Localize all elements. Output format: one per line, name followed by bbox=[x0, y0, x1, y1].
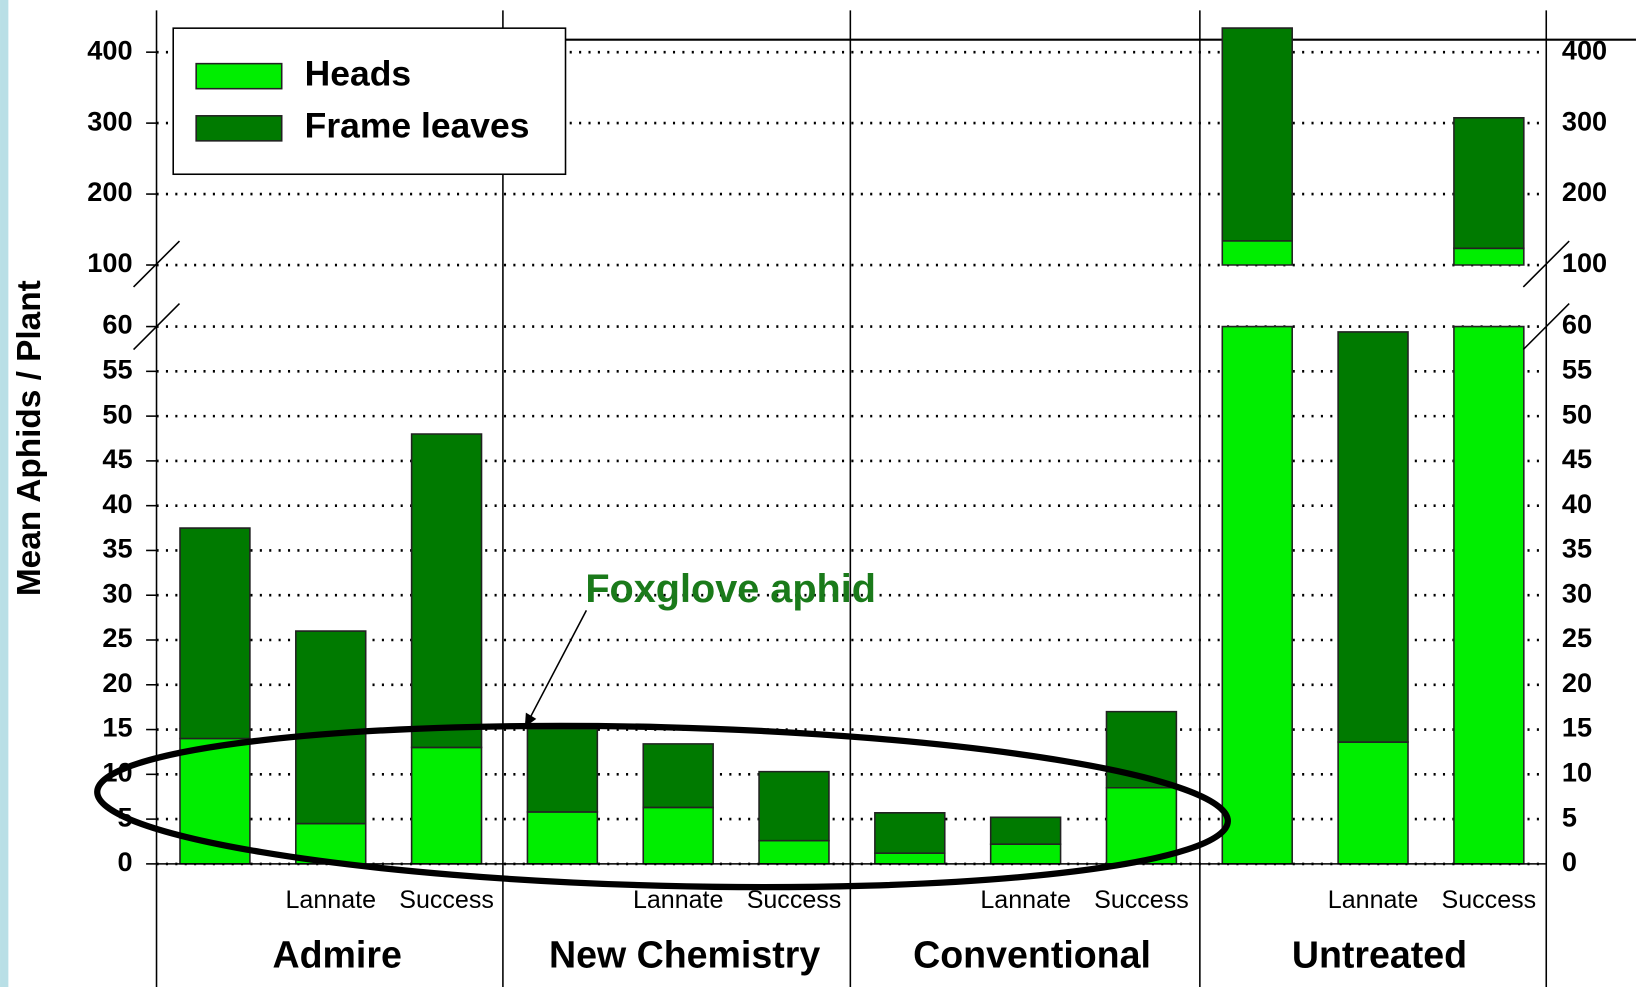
y-axis-label: Mean Aphids / Plant bbox=[11, 280, 48, 596]
legend: Heads Frame leaves bbox=[172, 27, 567, 176]
bar-segment bbox=[642, 806, 714, 865]
group-label: Untreated bbox=[1292, 934, 1467, 976]
bar-segment bbox=[526, 727, 599, 813]
legend-label: Frame leaves bbox=[305, 106, 530, 146]
y2-tick-label: 300 bbox=[1562, 105, 1607, 136]
y2-tick-label: 20 bbox=[1562, 667, 1592, 698]
bar-segment bbox=[758, 770, 830, 842]
bar-segment bbox=[1221, 27, 1293, 242]
bar-segment bbox=[410, 746, 483, 865]
y-tick-label: 10 bbox=[102, 756, 132, 787]
x-tick-label: Lannate bbox=[633, 886, 723, 914]
y2-tick-label: 200 bbox=[1562, 176, 1607, 207]
y2-tick-label: 400 bbox=[1562, 34, 1607, 65]
bar-segment bbox=[989, 843, 1062, 865]
legend-items: Heads Frame leaves bbox=[195, 54, 530, 146]
x-tick-label: Lannate bbox=[286, 886, 376, 914]
y-tick-label: 5 bbox=[117, 801, 132, 832]
bar-segment bbox=[1453, 117, 1525, 250]
y2-tick-label: 25 bbox=[1562, 622, 1592, 653]
y2-tick-label: 100 bbox=[1562, 247, 1607, 278]
bar-segment bbox=[1221, 240, 1293, 865]
y-tick-label: 40 bbox=[102, 488, 132, 519]
y-tick-label: 0 bbox=[117, 846, 132, 877]
y2-tick-label: 35 bbox=[1562, 533, 1592, 564]
frame bbox=[133, 10, 1570, 987]
y-tick-label: 30 bbox=[102, 577, 132, 608]
y2-tick-label: 55 bbox=[1562, 353, 1592, 384]
x-tick-label: Success bbox=[1094, 886, 1189, 914]
bar-segment bbox=[642, 743, 714, 809]
annotation: Foxglove aphid bbox=[94, 567, 1231, 891]
y2-tick-label: 10 bbox=[1562, 756, 1592, 787]
bar-segment bbox=[1453, 247, 1525, 865]
y2-tick-label: 45 bbox=[1562, 443, 1592, 474]
y-tick-label: 25 bbox=[102, 622, 132, 653]
bar-segment bbox=[874, 812, 946, 854]
group-label: New Chemistry bbox=[549, 934, 820, 976]
y2-tick-label: 40 bbox=[1562, 488, 1592, 519]
x-tick-label: Success bbox=[747, 886, 842, 914]
bar-segment bbox=[295, 630, 367, 825]
bar-segment bbox=[410, 433, 483, 749]
annotation-arrow bbox=[529, 609, 588, 719]
y-tick-label: 35 bbox=[102, 533, 132, 564]
x-tick-label: Success bbox=[399, 886, 494, 914]
y2-tick-label: 50 bbox=[1562, 398, 1592, 429]
axis-break bbox=[1522, 240, 1570, 288]
x-tick-label: Lannate bbox=[980, 886, 1070, 914]
y2-tick-label: 0 bbox=[1562, 846, 1577, 877]
y2-tick-label: 30 bbox=[1562, 577, 1592, 608]
y-tick-label: 100 bbox=[87, 247, 132, 278]
y2-tick-label: 5 bbox=[1562, 801, 1577, 832]
side-strip bbox=[0, 0, 9, 987]
bar-segment bbox=[526, 811, 599, 865]
y-tick-label: 15 bbox=[102, 712, 132, 743]
x-tick-label: Success bbox=[1442, 886, 1537, 914]
y-tick-label: 50 bbox=[102, 398, 132, 429]
axis-break bbox=[133, 303, 181, 351]
y-tick-label: 45 bbox=[102, 443, 132, 474]
y-tick-label: 300 bbox=[87, 105, 132, 136]
legend-swatch bbox=[195, 115, 283, 142]
legend-swatch bbox=[195, 62, 283, 90]
group-label: Admire bbox=[272, 934, 401, 976]
bar-segment bbox=[1337, 331, 1409, 743]
bar-segment bbox=[758, 839, 830, 865]
bar-segment bbox=[179, 527, 251, 740]
y-tick-label: 200 bbox=[87, 176, 132, 207]
axis-break bbox=[1522, 303, 1570, 351]
y-tick-label: 55 bbox=[102, 353, 132, 384]
annotation-text: Foxglove aphid bbox=[585, 567, 876, 611]
y2-tick-label: 60 bbox=[1562, 309, 1592, 340]
y2-tick-label: 15 bbox=[1562, 712, 1592, 743]
arrow-head bbox=[524, 712, 537, 728]
highlight-ellipse bbox=[94, 722, 1231, 891]
bar-segment bbox=[874, 852, 946, 865]
bar-segment bbox=[1337, 741, 1409, 865]
bar-segment bbox=[989, 816, 1062, 845]
legend-box bbox=[172, 27, 567, 176]
bars bbox=[179, 27, 1525, 865]
y-tick-label: 400 bbox=[87, 34, 132, 65]
axis-break bbox=[133, 240, 181, 288]
y-tick-label: 60 bbox=[102, 309, 132, 340]
group-label: Conventional bbox=[913, 934, 1151, 976]
x-tick-label: Lannate bbox=[1328, 886, 1418, 914]
legend-label: Heads bbox=[305, 54, 411, 94]
y-tick-label: 20 bbox=[102, 667, 132, 698]
